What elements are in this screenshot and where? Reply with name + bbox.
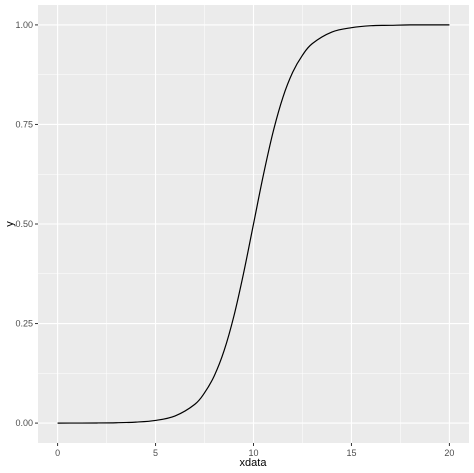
y-tick-label: 0.75 <box>15 119 33 129</box>
x-tick-label: 0 <box>55 448 60 458</box>
x-axis: 0 5 10 15 20 <box>55 443 454 458</box>
x-tick-label: 5 <box>153 448 158 458</box>
y-tick-label: 0.50 <box>15 219 33 229</box>
y-tick-label: 0.25 <box>15 319 33 329</box>
x-axis-title: xdata <box>240 457 268 469</box>
y-tick-label: 0.00 <box>15 418 33 428</box>
y-axis-title: y <box>4 221 16 227</box>
x-tick-label: 10 <box>248 448 258 458</box>
series-line <box>57 24 450 424</box>
y-axis: 0.00 0.25 0.50 0.75 1.00 <box>15 20 38 428</box>
x-tick-label: 15 <box>346 448 356 458</box>
x-tick-label: 20 <box>444 448 454 458</box>
y-tick-label: 1.00 <box>15 20 33 30</box>
